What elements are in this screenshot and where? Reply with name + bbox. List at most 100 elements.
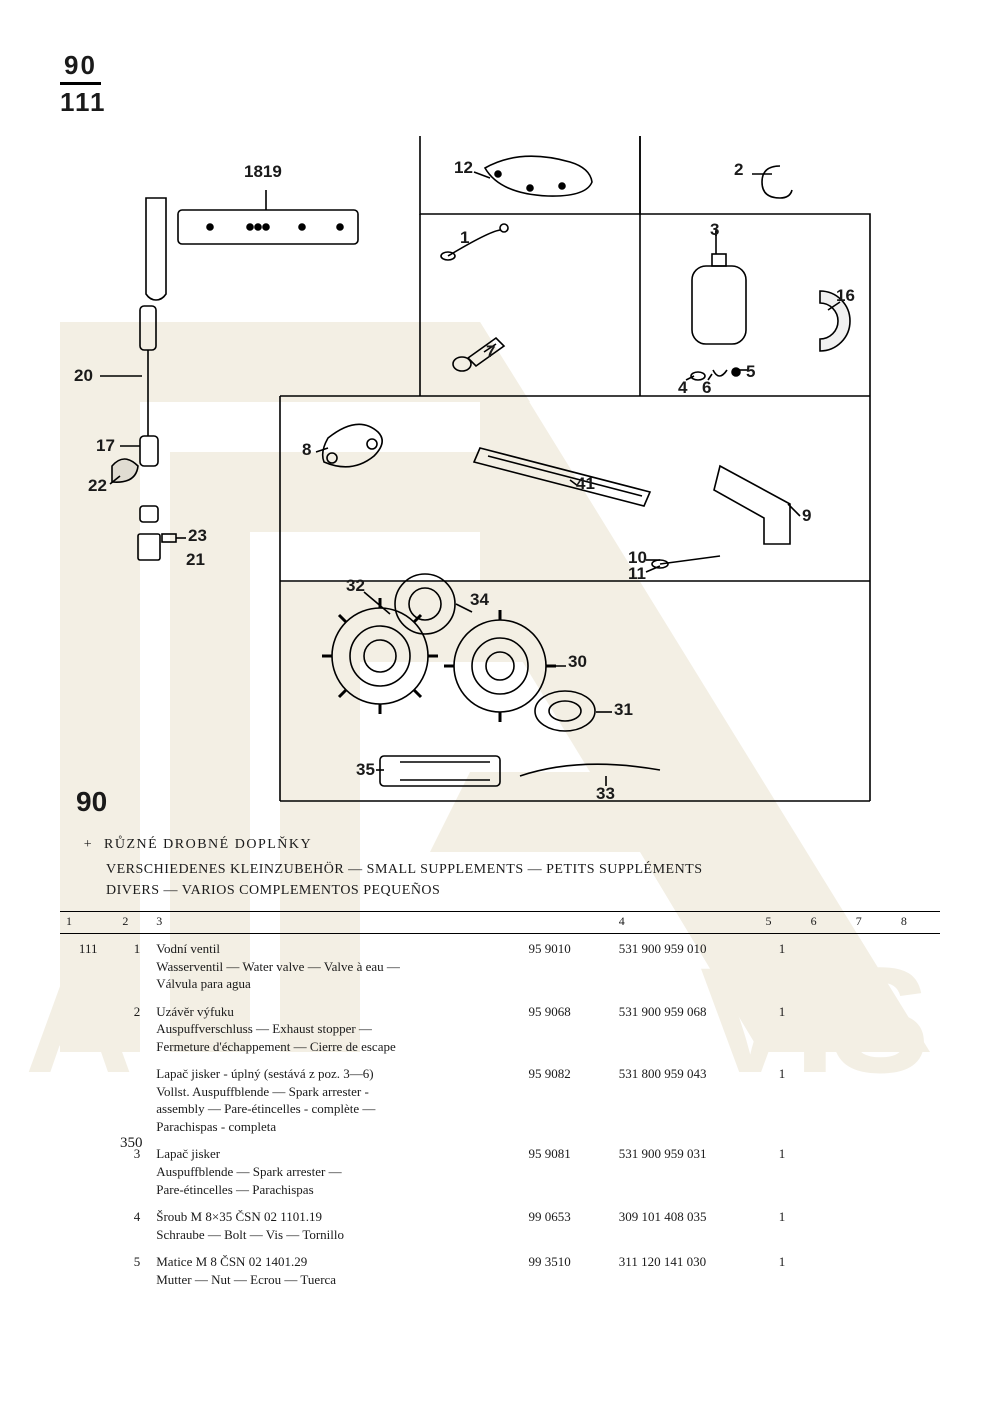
callout-8: 8 [302, 440, 311, 460]
page-header-fraction: 90 111 [60, 50, 940, 118]
header-bottom: 111 [60, 87, 940, 118]
cell-c7 [850, 1202, 895, 1247]
cell-c8 [895, 1247, 940, 1292]
callout-12: 12 [454, 158, 473, 178]
col-3: 3 [150, 912, 522, 934]
cell-c1 [60, 997, 116, 1060]
cell-c6 [805, 997, 850, 1060]
cell-c7 [850, 1059, 895, 1139]
callout-20: 20 [74, 366, 93, 386]
col-4: 4 [613, 912, 760, 934]
cell-c8 [895, 1059, 940, 1139]
callout-1819: 1819 [244, 162, 282, 182]
col-2: 2 [116, 912, 150, 934]
callout-23: 23 [188, 526, 207, 546]
section-title-block: + RŮZNÉ DROBNÉ DOPLŇKY VERSCHIEDENES KLE… [82, 834, 940, 901]
callout-5: 5 [746, 362, 755, 382]
callout-1: 1 [460, 228, 469, 248]
table-row: 2Uzávěr výfuku Auspuffverschluss — Exhau… [60, 997, 940, 1060]
cell-c2: 4 [116, 1202, 150, 1247]
cell-c7 [850, 997, 895, 1060]
cell-c5: 1 [759, 997, 804, 1060]
cell-c4: 95 9082 [523, 1059, 613, 1139]
cell-c5: 1 [759, 1247, 804, 1292]
callout-7: 7 [486, 342, 495, 362]
callout-6: 6 [702, 378, 711, 398]
cell-c4: 95 9068 [523, 997, 613, 1060]
exploded-diagram: 1819 12 2 1 3 16 20 7 4 5 6 17 22 23 21 … [80, 136, 900, 816]
cell-c8 [895, 1202, 940, 1247]
col-4a [523, 912, 613, 934]
table-row: 1111Vodní ventil Wasserventil — Water va… [60, 934, 940, 997]
title-czech: RŮZNÉ DROBNÉ DOPLŇKY [104, 837, 312, 852]
cell-c4: 99 3510 [523, 1247, 613, 1292]
cell-c4b: 531 800 959 043 [613, 1059, 760, 1139]
callout-2: 2 [734, 160, 743, 180]
callout-16: 16 [836, 286, 855, 306]
cell-c7 [850, 1139, 895, 1202]
cell-c6 [805, 1139, 850, 1202]
callout-31: 31 [614, 700, 633, 720]
callout-32: 32 [346, 576, 365, 596]
cell-c4b: 309 101 408 035 [613, 1202, 760, 1247]
cell-c3: Lapač jisker Auspuffblende — Spark arres… [150, 1139, 522, 1202]
table-header-row: 1 2 3 4 5 6 7 8 [60, 912, 940, 934]
parts-table: 1 2 3 4 5 6 7 8 1111Vodní ventil Wasserv… [60, 911, 940, 1292]
table-row: 4Šroub M 8×35 ČSN 02 1101.19 Schraube — … [60, 1202, 940, 1247]
plus-symbol: + [82, 834, 94, 855]
cell-c5: 1 [759, 1059, 804, 1139]
callout-30: 30 [568, 652, 587, 672]
table-row: 5Matice M 8 ČSN 02 1401.29 Mutter — Nut … [60, 1247, 940, 1292]
title-line3: DIVERS — VARIOS COMPLEMENTOS PEQUEÑOS [106, 880, 940, 901]
cell-c4b: 531 900 959 068 [613, 997, 760, 1060]
cell-c1 [60, 1247, 116, 1292]
cell-c4: 95 9010 [523, 934, 613, 997]
parts-table-body: 1111Vodní ventil Wasserventil — Water va… [60, 934, 940, 1293]
callout-35: 35 [356, 760, 375, 780]
callout-41: 41 [576, 474, 595, 494]
cell-c2 [116, 1059, 150, 1139]
title-line2: VERSCHIEDENES KLEINZUBEHÖR — SMALL SUPPL… [106, 859, 940, 880]
cell-c2: 1 [116, 934, 150, 997]
col-8: 8 [895, 912, 940, 934]
cell-c8 [895, 997, 940, 1060]
cell-c7 [850, 1247, 895, 1292]
cell-c3: Uzávěr výfuku Auspuffverschluss — Exhaus… [150, 997, 522, 1060]
cell-c5: 1 [759, 1202, 804, 1247]
table-row: 3Lapač jisker Auspuffblende — Spark arre… [60, 1139, 940, 1202]
cell-c3: Lapač jisker - úplný (sestává z poz. 3—6… [150, 1059, 522, 1139]
cell-c1: 111 [60, 934, 116, 997]
cell-c3: Matice M 8 ČSN 02 1401.29 Mutter — Nut —… [150, 1247, 522, 1292]
cell-c8 [895, 1139, 940, 1202]
cell-c4: 99 0653 [523, 1202, 613, 1247]
cell-c5: 1 [759, 934, 804, 997]
cell-c4b: 531 900 959 031 [613, 1139, 760, 1202]
callout-34: 34 [470, 590, 489, 610]
callout-33: 33 [596, 784, 615, 804]
cell-c6 [805, 1202, 850, 1247]
cell-c8 [895, 934, 940, 997]
col-5: 5 [759, 912, 804, 934]
callout-22: 22 [88, 476, 107, 496]
cell-c4b: 531 900 959 010 [613, 934, 760, 997]
callout-3: 3 [710, 220, 719, 240]
col-7: 7 [850, 912, 895, 934]
cell-c3: Šroub M 8×35 ČSN 02 1101.19 Schraube — B… [150, 1202, 522, 1247]
cell-c6 [805, 1247, 850, 1292]
callout-17: 17 [96, 436, 115, 456]
cell-c1 [60, 1059, 116, 1139]
table-row: Lapač jisker - úplný (sestává z poz. 3—6… [60, 1059, 940, 1139]
cell-c4b: 311 120 141 030 [613, 1247, 760, 1292]
cell-c4: 95 9081 [523, 1139, 613, 1202]
col-6: 6 [805, 912, 850, 934]
figure-number: 90 [76, 786, 107, 818]
callout-11: 11 [628, 564, 646, 584]
callout-4: 4 [678, 378, 687, 398]
cell-c3: Vodní ventil Wasserventil — Water valve … [150, 934, 522, 997]
callout-21: 21 [186, 550, 205, 570]
diagram-svg [80, 136, 900, 816]
cell-c6 [805, 1059, 850, 1139]
cell-c2: 2 [116, 997, 150, 1060]
cell-c5: 1 [759, 1139, 804, 1202]
cell-c1 [60, 1202, 116, 1247]
